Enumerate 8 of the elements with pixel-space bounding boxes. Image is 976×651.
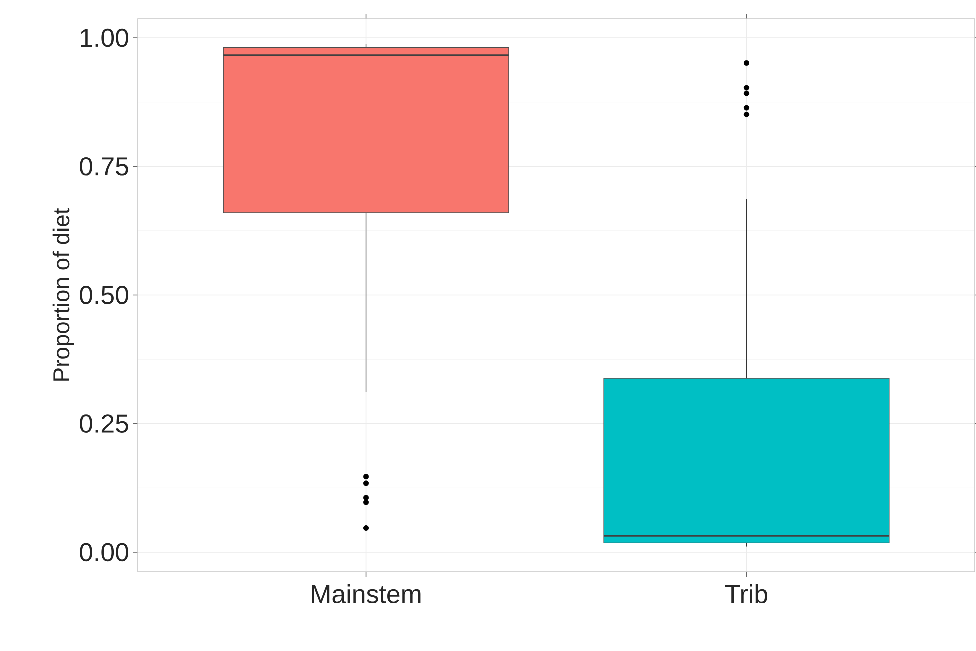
y-tick-label: 0.00 <box>80 543 128 562</box>
y-tick-label: 0.25 <box>80 414 128 434</box>
y-tick-label: 0.50 <box>80 286 128 304</box>
y-tick-label: 0.75 <box>80 157 128 176</box>
y-tick-label: 1.00 <box>81 28 128 48</box>
x-tick-label: Mainstem <box>312 584 421 604</box>
x-tick-label: Trib <box>725 584 768 604</box>
y-axis-title: Proportion of diet <box>52 208 74 381</box>
